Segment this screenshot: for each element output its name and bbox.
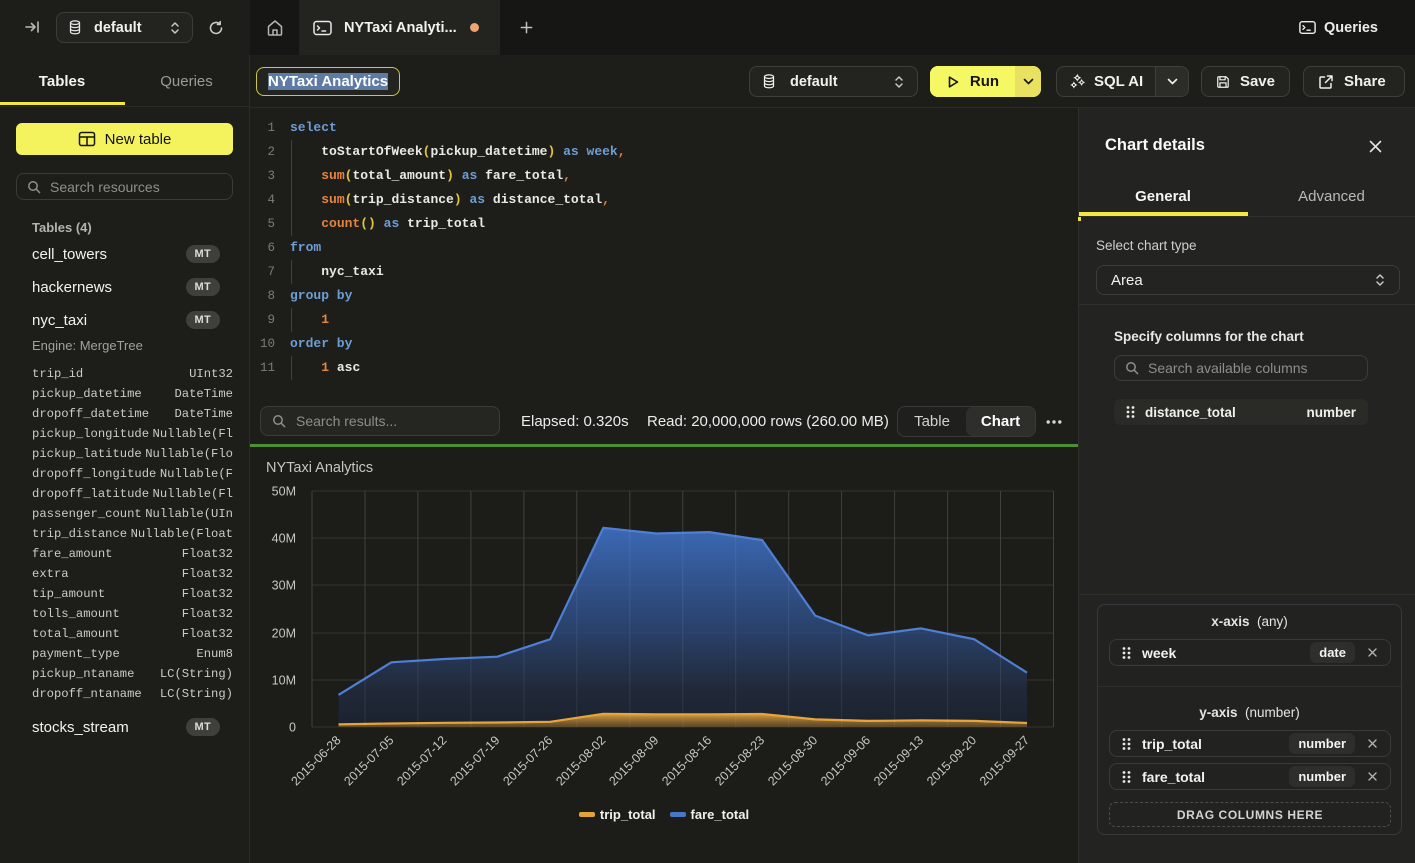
svg-text:2015-09-06: 2015-09-06 bbox=[818, 733, 873, 788]
svg-text:40M: 40M bbox=[272, 532, 296, 546]
svg-text:20M: 20M bbox=[272, 627, 296, 641]
svg-text:2015-06-28: 2015-06-28 bbox=[289, 733, 344, 788]
svg-text:10M: 10M bbox=[272, 674, 296, 688]
svg-text:2015-09-13: 2015-09-13 bbox=[871, 733, 926, 788]
svg-text:2015-09-20: 2015-09-20 bbox=[924, 733, 979, 788]
svg-text:2015-08-30: 2015-08-30 bbox=[765, 733, 820, 788]
svg-text:0: 0 bbox=[289, 721, 296, 735]
svg-text:2015-08-02: 2015-08-02 bbox=[553, 733, 608, 788]
svg-text:50M: 50M bbox=[272, 485, 296, 499]
svg-text:30M: 30M bbox=[272, 579, 296, 593]
svg-text:2015-07-26: 2015-07-26 bbox=[500, 733, 555, 788]
svg-text:2015-07-05: 2015-07-05 bbox=[341, 733, 396, 788]
svg-text:2015-08-16: 2015-08-16 bbox=[659, 733, 714, 788]
svg-text:2015-08-09: 2015-08-09 bbox=[606, 733, 661, 788]
svg-text:2015-07-12: 2015-07-12 bbox=[394, 733, 449, 788]
svg-text:2015-09-27: 2015-09-27 bbox=[977, 733, 1032, 788]
svg-text:2015-07-19: 2015-07-19 bbox=[447, 733, 502, 788]
svg-text:2015-08-23: 2015-08-23 bbox=[712, 733, 767, 788]
